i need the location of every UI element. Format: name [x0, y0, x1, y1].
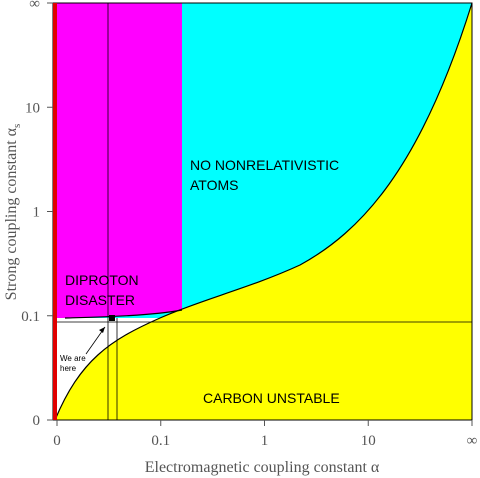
x-axis-label: Electromagnetic coupling constant α	[145, 459, 380, 476]
arrow-head	[99, 327, 105, 333]
region-label: ATOMS	[190, 177, 239, 193]
y-tick-label: 1	[33, 205, 41, 221]
y-tick-label: 0.1	[21, 309, 40, 325]
x-tick-label: 0	[53, 433, 61, 449]
boundary	[54, 2, 473, 421]
x-tick-label: 10	[361, 433, 376, 449]
marker	[109, 315, 115, 321]
region-label: CARBON UNSTABLE	[203, 390, 340, 406]
y-axis-label-subscript: s	[11, 124, 23, 128]
annotation: We are	[60, 354, 86, 363]
x-tick-label: ∞	[467, 433, 478, 449]
region-label: DISASTER	[65, 292, 135, 308]
y-axis-label-text: Strong coupling constant α	[3, 127, 20, 300]
axis-bar	[53, 3, 57, 420]
y-tick-label: ∞	[29, 0, 40, 12]
y-tick-label: 10	[25, 100, 40, 116]
boundary	[64, 309, 183, 319]
annotation: here	[60, 364, 77, 373]
regions	[53, 3, 472, 420]
region-fill	[53, 3, 182, 318]
y-axis-label: Strong coupling constant αs	[3, 124, 23, 301]
x-tick-label: 0.1	[151, 433, 170, 449]
y-tick-label: 0	[33, 413, 41, 429]
region-label: DIPROTON	[65, 272, 139, 288]
region-fill	[55, 3, 472, 420]
x-tick-label: 1	[261, 433, 269, 449]
region-label: NO NONRELATIVISTIC	[190, 157, 339, 173]
